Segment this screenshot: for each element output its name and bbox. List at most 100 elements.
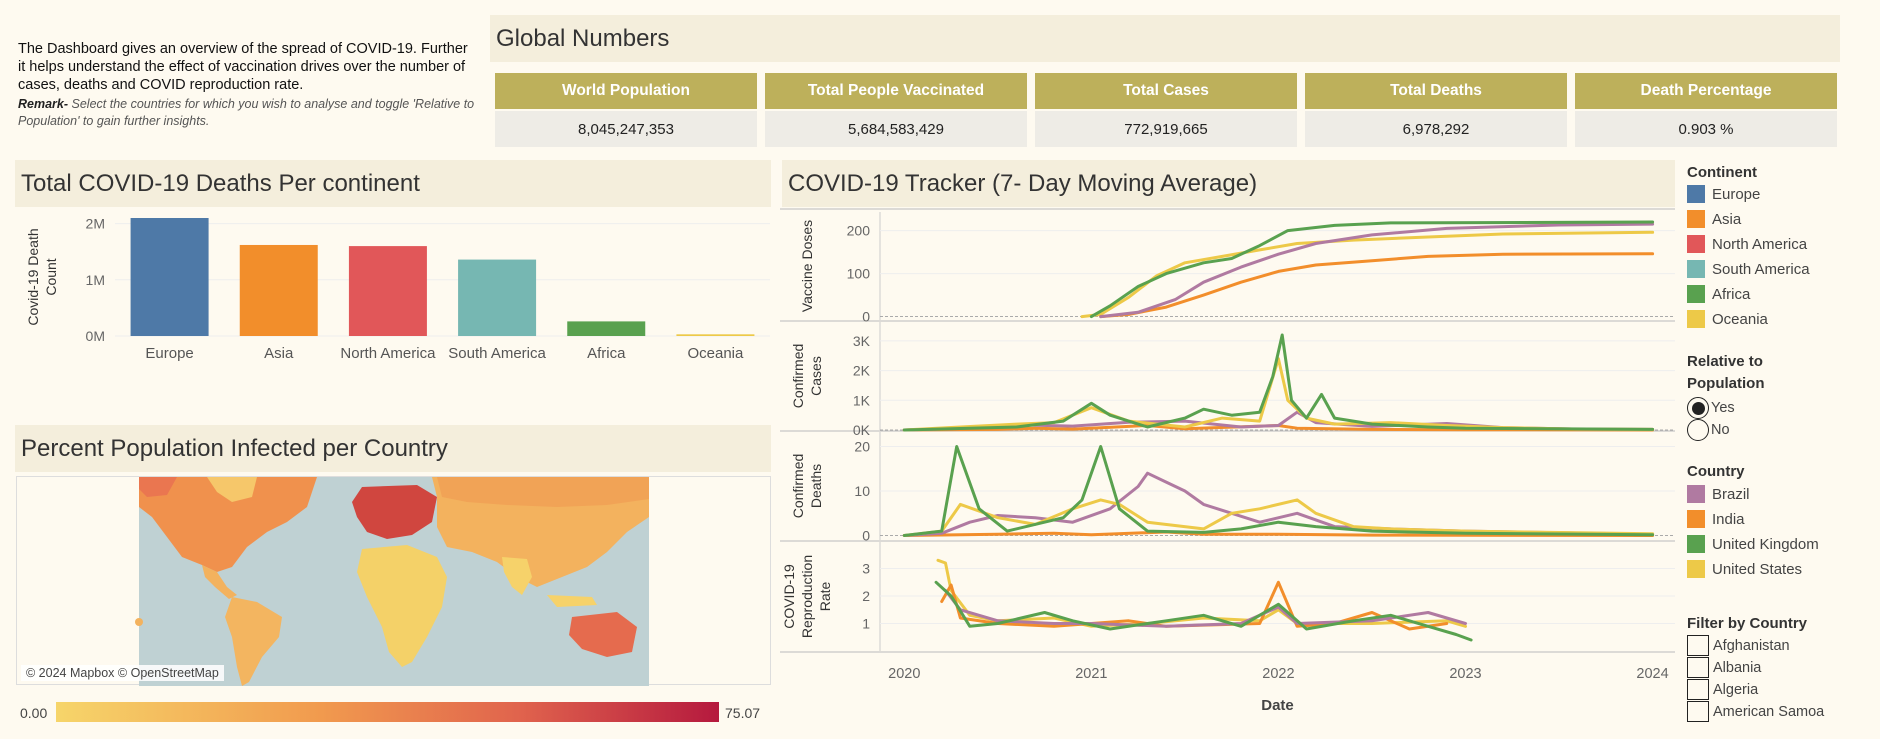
legend-item-oceania[interactable]: Oceania (1687, 310, 1768, 328)
series-line-united-kingdom[interactable] (934, 580, 1473, 642)
tracker-xtick-label: 2023 (1449, 666, 1481, 682)
kpi-value: 0.903 % (1575, 111, 1837, 147)
series-line-brazil[interactable] (1099, 222, 1655, 319)
radio-circle[interactable] (1687, 397, 1709, 419)
legend-item-north-america[interactable]: North America (1687, 235, 1807, 253)
series-line-united-states[interactable] (902, 498, 1655, 537)
bar-south-america[interactable] (458, 259, 537, 336)
checkbox-box[interactable] (1687, 635, 1709, 656)
panel-ytick-label: 1K (853, 392, 871, 408)
checkbox-box[interactable] (1687, 701, 1709, 722)
bar-ytick-label: 0M (86, 328, 105, 344)
legend-swatch (1687, 235, 1705, 253)
series-line-united-kingdom[interactable] (902, 333, 1655, 432)
series-line-brazil[interactable] (944, 589, 1467, 628)
legend-item-asia[interactable]: Asia (1687, 210, 1741, 228)
legend-label: United States (1712, 560, 1803, 578)
kpi-value: 772,919,665 (1035, 111, 1297, 147)
panel-ylabel-line: COVID-19 (781, 564, 797, 629)
panel-ytick-label: 1 (862, 616, 870, 632)
map-australia[interactable] (569, 612, 637, 657)
panel-ylabel: COVID-19 Reproduction Rate (781, 555, 833, 638)
bar-africa[interactable] (567, 321, 646, 336)
legend-label: Asia (1712, 210, 1742, 228)
map-central-america[interactable] (202, 565, 237, 599)
bar-category-label: North America (340, 345, 436, 362)
series-line-united-states[interactable] (902, 357, 1655, 432)
country-legend-title: Country (1687, 463, 1745, 480)
series-line-brazil[interactable] (902, 471, 1655, 537)
legend-item-south-america[interactable]: South America (1687, 260, 1810, 278)
world-map-graphic[interactable] (17, 477, 772, 686)
panel-ytick-label: 3K (853, 333, 871, 349)
series-line-united-kingdom[interactable] (1089, 220, 1655, 319)
world-map[interactable]: © 2024 Mapbox © OpenStreetMap (16, 476, 772, 686)
checkbox-box[interactable] (1687, 679, 1709, 700)
panel-ytick-label: 3 (862, 561, 870, 577)
map-alaska[interactable] (139, 477, 177, 497)
panel-ytick-label: 0 (862, 528, 870, 544)
bar-ytick-label: 2M (86, 216, 105, 232)
bar-north-america[interactable] (348, 246, 427, 336)
legend-item-united-kingdom[interactable]: United Kingdom (1687, 535, 1819, 553)
panel-ytick-label: 2 (862, 588, 870, 604)
filter-checkbox-american-samoa[interactable]: American Samoa (1687, 701, 1824, 722)
panel-ytick-label: 10 (854, 483, 870, 499)
filter-checkbox-afghanistan[interactable]: Afghanistan (1687, 635, 1790, 656)
checkbox-label: Algeria (1713, 681, 1759, 698)
kpi-label: Total Deaths (1305, 73, 1567, 109)
bar-ytick-label: 1M (86, 272, 105, 288)
legend-item-united-states[interactable]: United States (1687, 560, 1802, 578)
relative-title-line1: Relative to (1687, 353, 1763, 370)
legend-swatch (1687, 485, 1705, 503)
kpi-card: Total Cases 772,919,665 (1035, 73, 1297, 147)
legend-swatch (1687, 285, 1705, 303)
map-color-scale (56, 702, 719, 722)
panel-ylabel-line: Confirmed (790, 344, 806, 409)
bar-europe[interactable] (130, 218, 209, 336)
panel-ylabel-line: Vaccine Doses (799, 220, 815, 312)
filter-checkbox-algeria[interactable]: Algeria (1687, 679, 1758, 700)
legend-label: North America (1712, 235, 1808, 253)
legend-item-brazil[interactable]: Brazil (1687, 485, 1750, 503)
legend-label: South America (1712, 260, 1810, 278)
relative-radio-no[interactable]: No (1687, 419, 1730, 441)
filter-title: Filter by Country (1687, 615, 1808, 632)
bar-oceania[interactable] (676, 334, 755, 336)
panel-ylabel-line: Rate (817, 582, 833, 612)
series-line-india[interactable] (1099, 252, 1655, 319)
kpi-card: World Population 8,045,247,353 (495, 73, 757, 147)
map-africa[interactable] (357, 545, 447, 667)
map-north-america[interactable] (139, 477, 317, 572)
radio-circle[interactable] (1687, 419, 1709, 441)
legend-item-africa[interactable]: Africa (1687, 285, 1750, 303)
bar-category-label: Asia (264, 345, 294, 362)
legend-item-india[interactable]: India (1687, 510, 1745, 528)
map-russia[interactable] (437, 477, 649, 507)
legend-item-europe[interactable]: Europe (1687, 185, 1760, 203)
series-line-united-kingdom[interactable] (902, 445, 1655, 537)
kpi-value: 5,684,583,429 (765, 111, 1027, 147)
relative-radio-yes[interactable]: Yes (1687, 397, 1735, 419)
map-india[interactable] (502, 557, 532, 595)
global-numbers-title: Global Numbers (490, 15, 1840, 62)
bar-ylabel-line1: Covid-19 Death (25, 228, 41, 325)
map-europe[interactable] (352, 485, 437, 539)
bar-asia[interactable] (239, 244, 318, 336)
panel-ylabel: Confirmed Deaths (790, 454, 824, 519)
legend-label: Europe (1712, 185, 1761, 203)
checkbox-box[interactable] (1687, 657, 1709, 678)
filter-checkbox-albania[interactable]: Albania (1687, 657, 1761, 678)
tracker-xlabel: Date (1261, 697, 1294, 714)
map-greenland[interactable] (207, 477, 257, 502)
panel-ylabel-line: Deaths (808, 464, 824, 508)
map-attribution[interactable]: © 2024 Mapbox © OpenStreetMap (21, 665, 224, 681)
tracker-xtick-label: 2021 (1075, 666, 1107, 682)
series-line-india[interactable] (902, 424, 1655, 432)
kpi-label: Total Cases (1035, 73, 1297, 109)
map-south-america[interactable] (225, 597, 282, 686)
map-indonesia[interactable] (547, 595, 597, 607)
remark-label: Remark- (18, 97, 69, 111)
map-hawaii[interactable] (135, 618, 143, 626)
